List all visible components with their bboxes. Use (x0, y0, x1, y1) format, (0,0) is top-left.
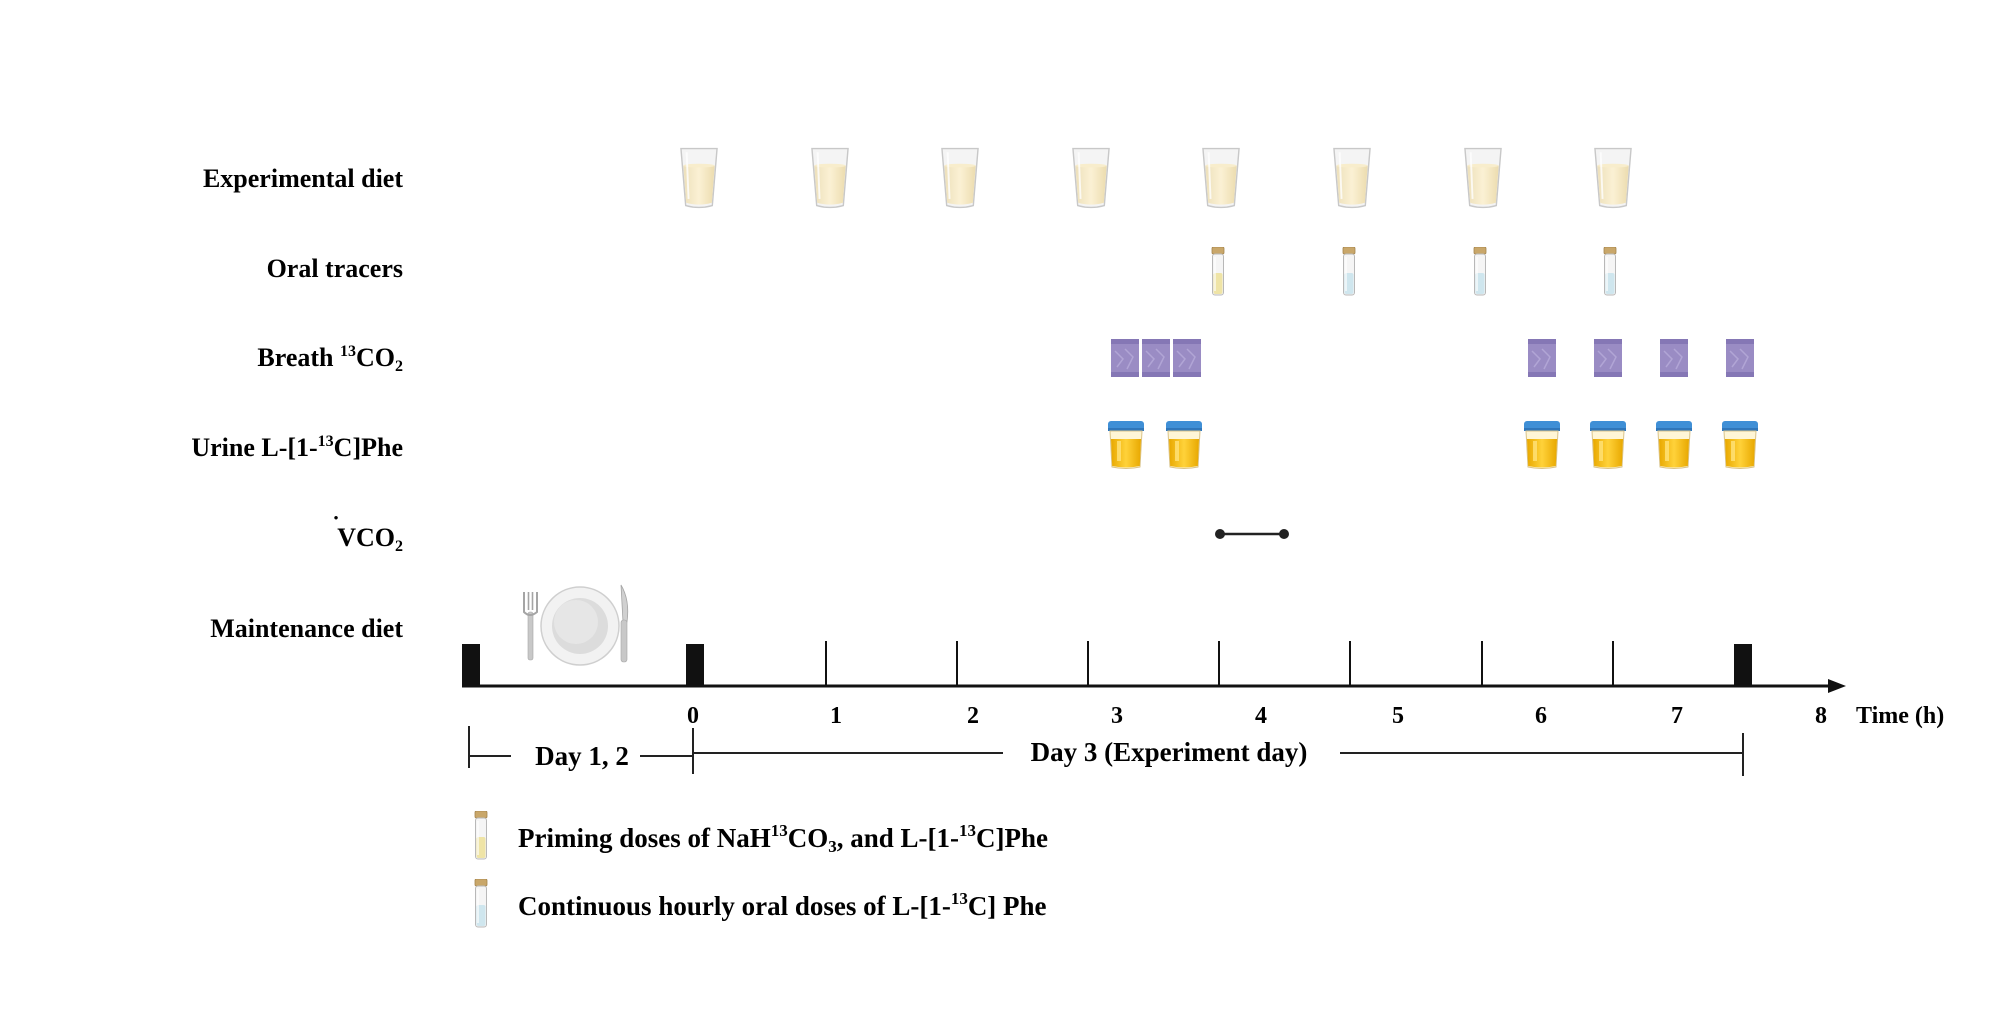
tick-label-7: 7 (1671, 703, 1683, 729)
axis-label-time: Time (h) (1856, 703, 1944, 729)
continuous-vial-icon (1342, 247, 1356, 296)
time-axis: 0 1 2 3 4 5 6 7 8 Time (h) (462, 641, 1944, 729)
urine-cup-icon (1107, 421, 1145, 469)
svg-text:VCO2: VCO2 (337, 523, 403, 555)
tick-label-6: 6 (1535, 703, 1547, 729)
diet-glass-icon (1202, 147, 1240, 209)
row-label-oral-tracers: Oral tracers (267, 254, 403, 283)
block-hour-0 (686, 644, 704, 686)
tick-label-5: 5 (1392, 703, 1404, 729)
diet-glass-icon (1072, 147, 1110, 209)
legend-priming-vial-icon (474, 811, 488, 860)
vco2-rate-dot: • (334, 510, 339, 525)
breath-bag-icon (1594, 339, 1622, 377)
breath-sample-bags (1111, 339, 1754, 377)
diet-glass-icon (811, 147, 849, 209)
tick-label-8: 8 (1815, 703, 1827, 729)
tick-label-4: 4 (1255, 703, 1267, 729)
row-label-experimental-diet: Experimental diet (203, 164, 403, 193)
urine-cup-icon (1589, 421, 1627, 469)
study-periods: Day 1, 2 Day 3 (Experiment day) (468, 726, 1744, 776)
breath-bag-icon (1726, 339, 1754, 377)
continuous-vial-icon (1603, 247, 1617, 296)
legend-priming-text: Priming doses of NaH13CO3, and L-[1-13C]… (518, 821, 1048, 856)
legend: Priming doses of NaH13CO3, and L-[1-13C]… (474, 811, 1048, 928)
tick-label-1: 1 (830, 703, 842, 729)
diet-glass-icon (1333, 147, 1371, 209)
continuous-vial-icon (1473, 247, 1487, 296)
breath-bag-icon (1660, 339, 1688, 377)
axis-arrowhead (1828, 679, 1846, 693)
diet-glass-icon (1594, 147, 1632, 209)
diet-glass-icon (1464, 147, 1502, 209)
legend-continuous-text: Continuous hourly oral doses of L-[1-13C… (518, 889, 1047, 921)
urine-cup-icon (1165, 421, 1203, 469)
row-label-vco2: VCO2 • (334, 510, 403, 555)
oral-tracer-vials (1211, 247, 1617, 296)
row-label-maintenance-diet: Maintenance diet (210, 614, 403, 643)
row-label-urine-phe: Urine L-[1-13C]Phe (191, 433, 403, 462)
tick-label-3: 3 (1111, 703, 1123, 729)
plate-cutlery-icon (523, 584, 629, 666)
tick-label-2: 2 (967, 703, 979, 729)
urine-sample-cups (1107, 421, 1759, 469)
priming-vial-icon (1211, 247, 1225, 296)
row-labels: Experimental diet Oral tracers Breath 13… (191, 164, 403, 643)
block-day-start (462, 644, 480, 686)
breath-bag-icon (1142, 339, 1170, 377)
block-hour-end (1734, 644, 1752, 686)
diet-glass-icon (680, 147, 718, 209)
experimental-diet-glasses (680, 147, 1632, 209)
legend-continuous-vial-icon (474, 879, 488, 928)
period-day12: Day 1, 2 (535, 741, 629, 771)
urine-cup-icon (1655, 421, 1693, 469)
breath-bag-icon (1528, 339, 1556, 377)
diet-glass-icon (941, 147, 979, 209)
tick-label-0: 0 (687, 703, 699, 729)
breath-bag-icon (1111, 339, 1139, 377)
urine-cup-icon (1721, 421, 1759, 469)
urine-cup-icon (1523, 421, 1561, 469)
vco2-measurement-interval (1215, 529, 1289, 539)
breath-bag-icon (1173, 339, 1201, 377)
period-day3: Day 3 (Experiment day) (1031, 737, 1308, 767)
row-label-breath-13co2: Breath 13CO2 (257, 343, 403, 375)
